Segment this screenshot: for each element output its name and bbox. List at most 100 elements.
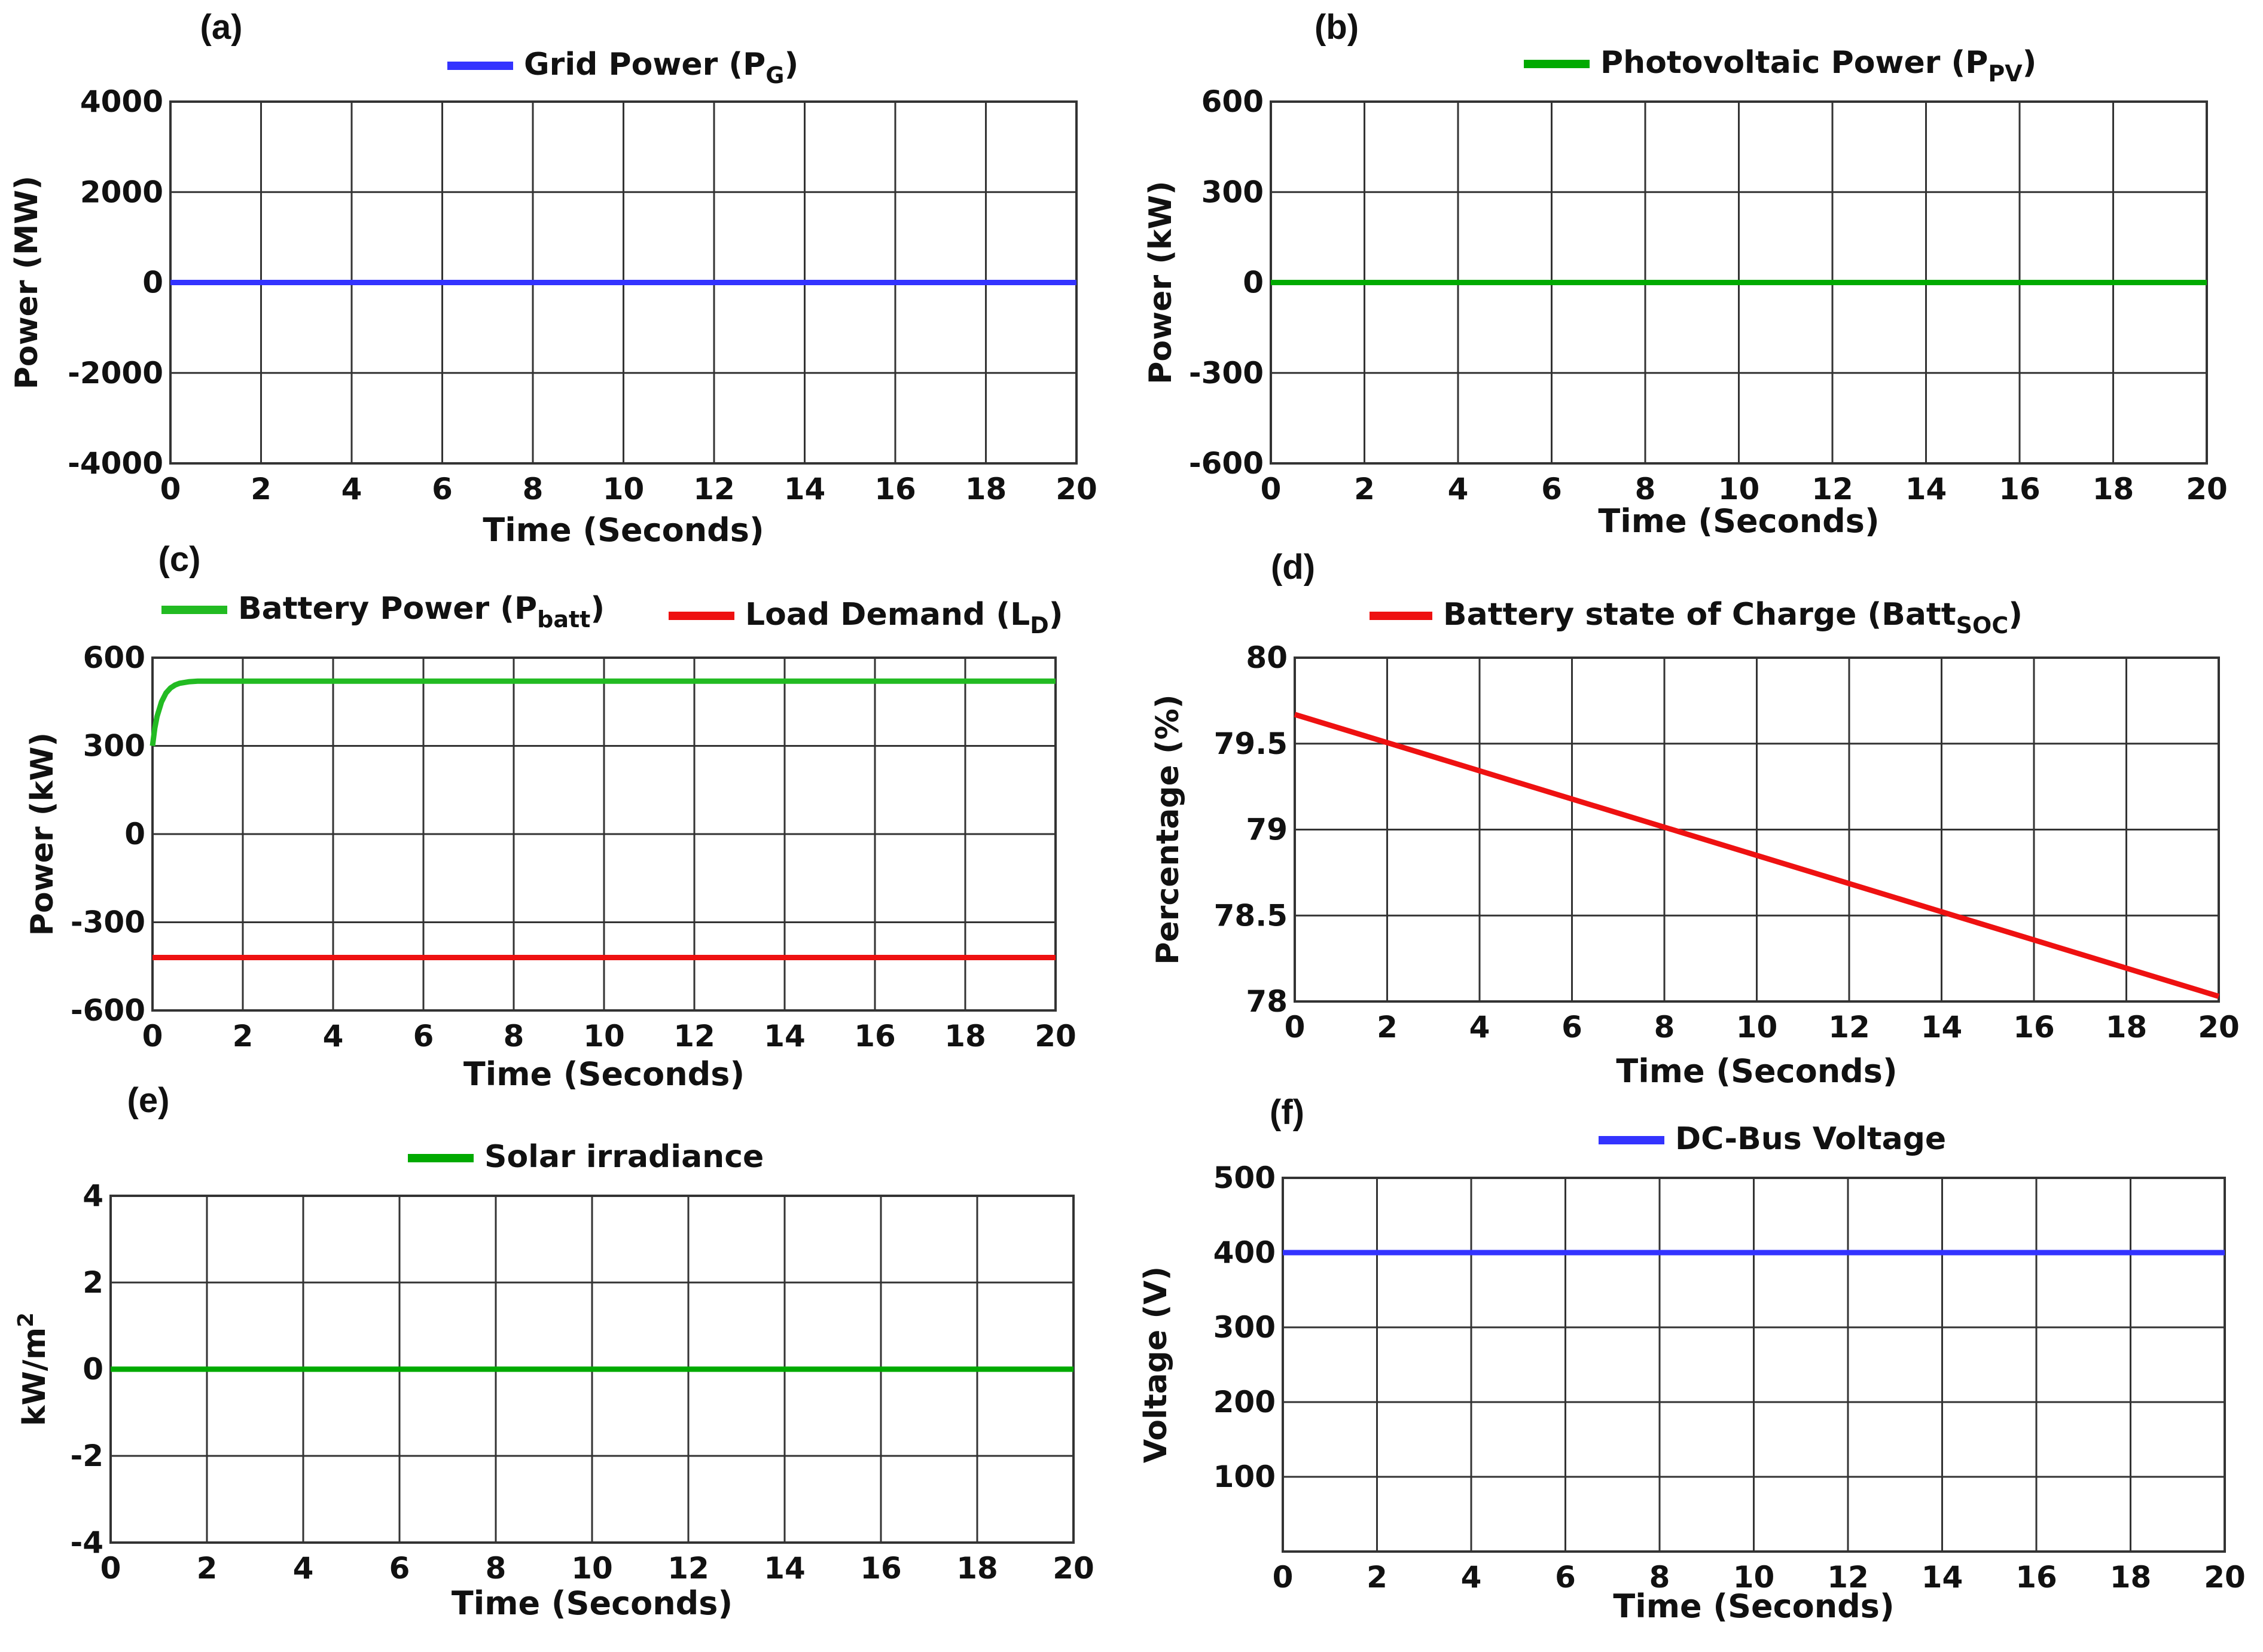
legend-label-suffix: )	[1049, 597, 1063, 633]
x-axis-label: Time (Seconds)	[452, 1584, 733, 1622]
x-tick-label: 18	[944, 1019, 986, 1054]
x-tick-label: 20	[1056, 472, 1097, 506]
chart-panel-c: (c) 0 2 4 6 8 10 12 14 16 18 20 -600 -300 0 300 600 Time …	[25, 540, 1076, 1093]
x-tick-label: 8	[523, 472, 544, 506]
legend-label: Battery Power (Pbatt)	[238, 591, 605, 633]
x-tick-label: 10	[1736, 1010, 1778, 1045]
x-tick-label: 14	[784, 472, 826, 506]
x-tick-label: 10	[603, 472, 645, 506]
x-tick-label: 16	[2013, 1010, 2055, 1045]
x-tick-label: 12	[1827, 1560, 1869, 1595]
y-tick-label: -600	[71, 993, 145, 1028]
y-tick-label: 600	[83, 640, 145, 675]
x-tick-label: 8	[504, 1019, 524, 1054]
legend-label-subscript: PV	[1988, 60, 2023, 87]
legend-label: Load Demand (LD)	[745, 597, 1063, 639]
x-tick-label: 20	[1035, 1019, 1076, 1054]
legend-label: Battery state of Charge (BattSOC)	[1443, 597, 2023, 639]
y-tick-label: 79	[1246, 813, 1288, 847]
x-axis-label: Time (Seconds)	[1613, 1587, 1894, 1625]
y-tick-label: 0	[124, 817, 145, 851]
x-tick-label: 18	[2093, 472, 2134, 506]
panel-label: (f)	[1270, 1093, 1304, 1132]
y-tick-label: 4	[83, 1178, 103, 1213]
y-tick-label: 200	[1213, 1385, 1276, 1419]
y-tick-label: 500	[1213, 1161, 1276, 1195]
legend-label-text: Solar irradiance	[484, 1139, 764, 1175]
y-tick-label: 100	[1213, 1459, 1276, 1494]
x-tick-label: 16	[860, 1551, 902, 1586]
x-tick-label: 0	[1273, 1560, 1294, 1595]
x-tick-label: 8	[486, 1551, 507, 1586]
x-tick-label: 0	[1261, 472, 1282, 506]
x-tick-label: 8	[1654, 1010, 1675, 1045]
x-tick-label: 16	[2015, 1560, 2057, 1595]
x-tick-label: 4	[341, 472, 362, 506]
y-tick-label: 300	[1213, 1310, 1276, 1345]
x-tick-label: 4	[293, 1551, 314, 1586]
y-tick-label: -600	[1189, 446, 1264, 481]
x-tick-label: 14	[1922, 1560, 1963, 1595]
x-tick-label: 0	[100, 1551, 121, 1586]
y-tick-label: 400	[1213, 1235, 1276, 1270]
panel-label: (c)	[158, 540, 201, 579]
x-tick-label: 12	[1828, 1010, 1870, 1045]
x-tick-label: 18	[965, 472, 1007, 506]
legend-label-suffix: )	[590, 591, 605, 627]
legend-label-text: Battery state of Charge (Batt	[1443, 597, 1956, 633]
y-axis-label: Power (kW)	[1143, 181, 1179, 384]
y-axis-label: kW/m2	[14, 1312, 53, 1426]
x-tick-label: 2	[1377, 1010, 1398, 1045]
plot-frame	[151, 656, 1057, 1012]
x-tick-label: 4	[1448, 472, 1469, 506]
x-tick-label: 16	[854, 1019, 896, 1054]
chart-panel-d: (d) 0 2 4 6 8 10 12 14 16 18 20 78 78.5 79 79.5 80 Time (…	[1150, 548, 2240, 1090]
x-tick-label: 20	[2204, 1560, 2246, 1595]
x-tick-label: 10	[583, 1019, 625, 1054]
y-tick-label: -300	[1189, 356, 1264, 390]
x-tick-label: 10	[571, 1551, 613, 1586]
x-tick-label: 20	[2198, 1010, 2240, 1045]
x-tick-label: 10	[1733, 1560, 1775, 1595]
y-tick-label: 300	[83, 729, 145, 764]
x-tick-label: 14	[1905, 472, 1947, 506]
x-tick-label: 20	[1053, 1551, 1094, 1586]
panel-label: (a)	[200, 8, 243, 47]
y-tick-label: 79.5	[1214, 726, 1288, 761]
y-axis-label: Voltage (V)	[1138, 1266, 1174, 1463]
chart-panel-f: (f) 0 2 4 6 8 10 12 14 16 18 20 100 200 300 400 500 Time …	[1138, 1093, 2246, 1625]
chart-panel-e: (e) 0 2 4 6 8 10 12 14 16 18 20 -4 -2 0 2 4 Time (Seconds…	[14, 1081, 1094, 1622]
x-axis-label: Time (Seconds)	[1598, 502, 1879, 540]
x-tick-label: 2	[1354, 472, 1375, 506]
x-tick-label: 18	[2106, 1010, 2148, 1045]
x-tick-label: 6	[389, 1551, 410, 1586]
x-tick-label: 10	[1718, 472, 1760, 506]
y-tick-label: 80	[1246, 640, 1288, 675]
legend-label-text: Load Demand (L	[745, 597, 1030, 633]
x-tick-label: 4	[1469, 1010, 1490, 1045]
legend-label-text: Photovoltaic Power (P	[1600, 45, 1988, 81]
legend-label-subscript: D	[1030, 612, 1049, 639]
x-tick-label: 8	[1635, 472, 1656, 506]
x-axis-label: Time (Seconds)	[1616, 1052, 1897, 1090]
plot-frame	[1294, 656, 2220, 1003]
y-tick-label: -300	[71, 905, 145, 940]
series-line-1	[150, 678, 1056, 747]
x-tick-label: 6	[413, 1019, 434, 1054]
x-tick-label: 12	[1811, 472, 1853, 506]
y-tick-label: -2000	[68, 356, 163, 390]
x-tick-label: 12	[693, 472, 735, 506]
x-tick-label: 12	[667, 1551, 709, 1586]
legend-label-subscript: SOC	[1956, 612, 2009, 639]
legend-label: DC-Bus Voltage	[1675, 1121, 1946, 1157]
x-tick-label: 2	[251, 472, 272, 506]
series-line-1	[1294, 712, 2220, 999]
legend-label-text: Grid Power (P	[524, 47, 765, 83]
legend-label-text: DC-Bus Voltage	[1675, 1121, 1946, 1157]
y-tick-label: -2	[70, 1439, 103, 1473]
x-tick-label: 4	[1461, 1560, 1482, 1595]
x-tick-label: 2	[1367, 1560, 1387, 1595]
x-tick-label: 6	[432, 472, 453, 506]
y-tick-label: 600	[1201, 84, 1264, 119]
